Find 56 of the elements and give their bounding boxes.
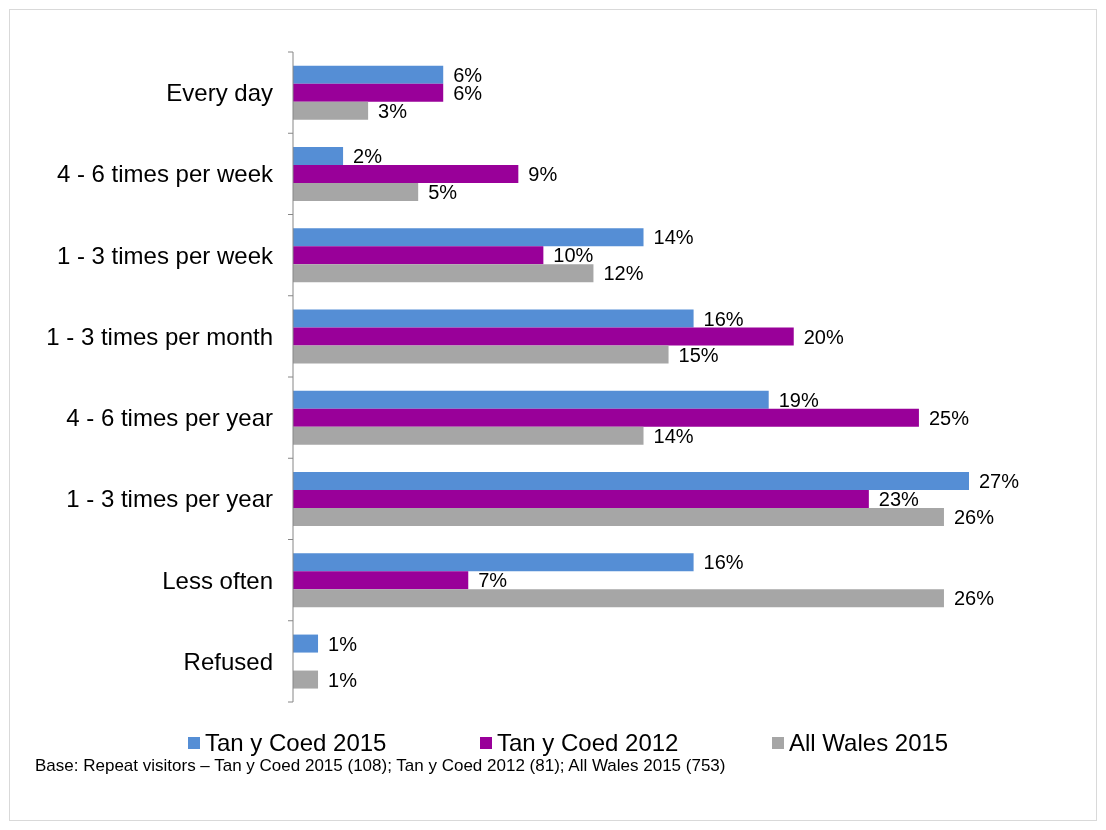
data-label: 20% bbox=[803, 325, 844, 348]
legend-label: Tan y Coed 2015 bbox=[205, 729, 387, 757]
legend-label: All Wales 2015 bbox=[789, 729, 949, 757]
data-label: 1% bbox=[328, 668, 358, 691]
bar bbox=[293, 426, 644, 445]
bar bbox=[293, 83, 444, 102]
bar bbox=[293, 183, 419, 202]
y-tick-label: Every day bbox=[166, 79, 273, 107]
text: Base: Repeat visitors – Tan y Coed 2015 (108); Tan y Coed 2012 (81); All Wales 2015 (753) bbox=[35, 756, 726, 776]
data-label: 1% bbox=[328, 632, 358, 655]
y-tick-label: 1 - 3 times per month bbox=[46, 322, 273, 350]
data-label: 2% bbox=[353, 145, 383, 168]
data-label: 5% bbox=[428, 181, 458, 204]
bar bbox=[293, 264, 594, 283]
data-label: 14% bbox=[653, 424, 694, 447]
bar bbox=[293, 165, 519, 184]
y-tick-label: 4 - 6 times per year bbox=[66, 404, 273, 432]
data-label: 9% bbox=[528, 163, 558, 186]
y-tick-label: 4 - 6 times per week bbox=[56, 160, 274, 188]
bar bbox=[293, 327, 794, 346]
bar bbox=[293, 589, 944, 608]
bar bbox=[293, 508, 944, 527]
data-label: 26% bbox=[953, 506, 995, 529]
data-label: 25% bbox=[928, 406, 970, 429]
bar bbox=[293, 670, 319, 689]
bar bbox=[293, 228, 644, 247]
data-label: 10% bbox=[553, 244, 594, 267]
data-label: 15% bbox=[678, 343, 719, 366]
bar bbox=[293, 65, 444, 84]
data-label: 12% bbox=[603, 262, 644, 285]
y-tick-label: 1 - 3 times per week bbox=[56, 241, 274, 269]
data-label: 14% bbox=[653, 226, 694, 249]
data-label: 3% bbox=[378, 99, 408, 122]
bar bbox=[293, 490, 869, 509]
data-label: 19% bbox=[778, 388, 819, 411]
bar bbox=[293, 309, 694, 328]
bar bbox=[293, 408, 919, 427]
bar bbox=[293, 472, 969, 491]
bar bbox=[293, 390, 769, 409]
data-label: 26% bbox=[953, 587, 995, 610]
y-tick-label: Refused bbox=[183, 647, 273, 675]
y-tick-label: Less often bbox=[162, 566, 273, 594]
data-label: 7% bbox=[478, 569, 508, 592]
bar bbox=[293, 147, 344, 166]
bar bbox=[293, 571, 469, 590]
data-label: 16% bbox=[703, 551, 744, 574]
bar bbox=[293, 634, 319, 653]
legend-label: Tan y Coed 2012 bbox=[497, 729, 679, 757]
data-label: 23% bbox=[878, 488, 920, 511]
data-label: 27% bbox=[979, 470, 1020, 493]
bar bbox=[293, 553, 694, 572]
bar bbox=[293, 345, 669, 364]
data-label: 16% bbox=[703, 307, 744, 330]
bar bbox=[293, 101, 369, 120]
bar bbox=[293, 246, 544, 265]
y-tick-label: 1 - 3 times per year bbox=[66, 485, 273, 513]
